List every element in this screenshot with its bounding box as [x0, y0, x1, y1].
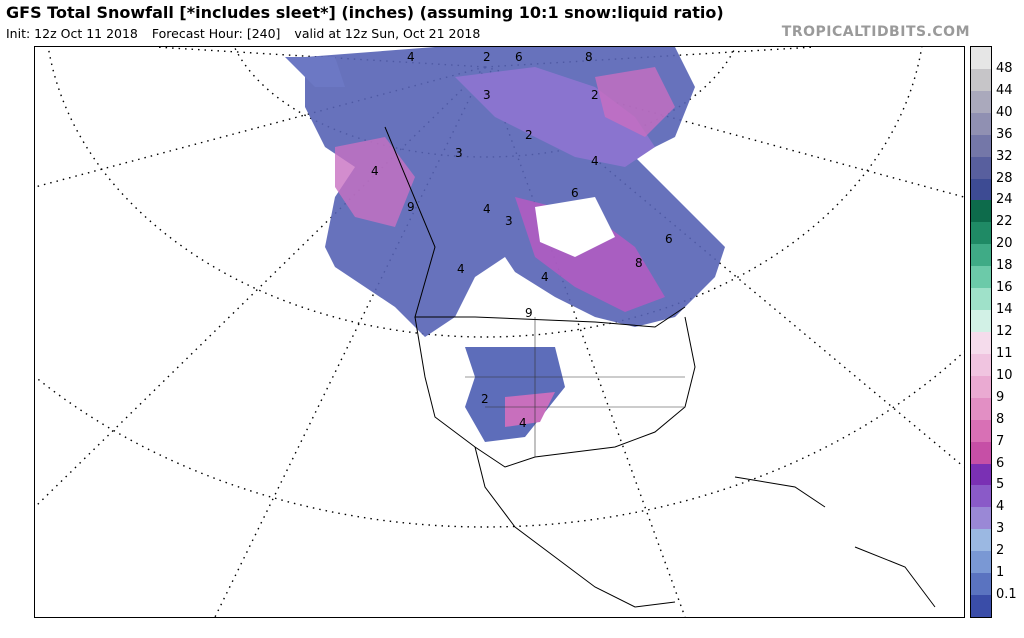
color-scale-label: 28: [996, 170, 1013, 186]
snow-region-alaska-north: [285, 57, 345, 87]
map-label: 4: [483, 202, 491, 216]
forecast-hour: Forecast Hour: [240]: [151, 26, 281, 41]
color-scale-label: 3: [996, 521, 1005, 537]
map-label: 2: [483, 50, 491, 64]
borders: [384, 126, 936, 608]
color-scale-label: 14: [996, 302, 1013, 318]
color-scale-label: 48: [996, 60, 1013, 76]
color-scale-segment: [971, 441, 991, 464]
map-label: 8: [585, 50, 593, 64]
color-scale-segment: [971, 90, 991, 113]
state-lines: [465, 317, 685, 457]
us-outline: [414, 316, 696, 468]
south-america: [854, 546, 936, 608]
color-scale-label: 4: [996, 499, 1005, 515]
color-scale-segment: [971, 288, 991, 311]
color-scale-segment: [971, 353, 991, 376]
map-label: 3: [455, 146, 463, 160]
snow-region-greenland: [595, 67, 675, 137]
meridian-line: [484, 66, 964, 198]
color-scale-segment: [971, 507, 991, 530]
color-scale-segment: [971, 397, 991, 420]
mexico-coast: [474, 446, 676, 608]
valid-time: valid at 12z Sun, Oct 21 2018: [294, 26, 481, 41]
color-scale-segment: [971, 178, 991, 201]
color-scale-segment: [971, 419, 991, 442]
map-label: 2: [591, 88, 599, 102]
map-label: 4: [541, 270, 549, 284]
color-scale-segment: [971, 375, 991, 398]
map-label: 4: [407, 50, 415, 64]
init-time: Init: 12z Oct 11 2018: [6, 26, 138, 41]
color-scale-label: 1: [996, 565, 1005, 581]
color-scale-label: 18: [996, 258, 1013, 274]
color-scale-labels: 0.1 1 2 3 4 5 6 7 8 9 10 11 12 14 16 18 20 22 24 28 32 36 40 44…: [993, 46, 1024, 618]
color-scale-label: 7: [996, 433, 1005, 449]
color-scale-segment: [971, 266, 991, 289]
color-scale-label: 16: [996, 280, 1013, 296]
map-label: 4: [519, 416, 527, 430]
color-scale-segment: [971, 551, 991, 574]
color-scale-label: 5: [996, 477, 1005, 493]
color-scale-label: 8: [996, 411, 1005, 427]
color-scale-segment: [971, 156, 991, 179]
map-title: GFS Total Snowfall [*includes sleet*] (i…: [6, 3, 724, 22]
map-label: 6: [515, 50, 523, 64]
color-scale-segment: [971, 200, 991, 223]
color-scale-segment: [971, 310, 991, 332]
map-label: 8: [635, 256, 643, 270]
snowfall-field: [285, 47, 725, 442]
color-scale-segment: [971, 573, 991, 596]
map-label: 9: [407, 200, 415, 214]
snow-region-yukon: [335, 137, 415, 227]
caribbean: [734, 476, 826, 508]
color-scale-label: 20: [996, 236, 1013, 252]
map-label: 9: [525, 306, 533, 320]
site-brand: TROPICALTIDBITS.COM: [781, 24, 970, 40]
color-scale-label: 10: [996, 367, 1013, 383]
color-scale-label: 32: [996, 148, 1013, 164]
map-label: 4: [591, 154, 599, 168]
map-label: 2: [481, 392, 489, 406]
color-scale-segment: [971, 595, 991, 617]
map-canvas: 4 2 6 3 2 8 2 3 9 6 4 4 3 4 6 2 4 4 4 8 …: [35, 47, 964, 617]
color-scale-segment: [971, 463, 991, 486]
color-scale-segment: [971, 485, 991, 508]
contour-labels: 4 2 6 3 2 8 2 3 9 6 4 4 3 4 6 2 4 4 4 8 …: [371, 50, 673, 430]
snowfall-map: 4 2 6 3 2 8 2 3 9 6 4 4 3 4 6 2 4 4 4 8 …: [34, 46, 965, 618]
snow-region-arctic: [455, 67, 655, 167]
map-label: 4: [371, 164, 379, 178]
color-scale-label: 40: [996, 104, 1013, 120]
color-scale-label: 22: [996, 214, 1013, 230]
map-label: 6: [571, 186, 579, 200]
color-scale-label: 24: [996, 192, 1013, 208]
color-scale-label: 2: [996, 543, 1005, 559]
color-scale-label: 6: [996, 455, 1005, 471]
color-scale-label: 12: [996, 324, 1013, 339]
color-scale-label: 0.1: [996, 587, 1017, 603]
color-scale-segment: [971, 47, 991, 69]
color-scale-label: 11: [996, 345, 1013, 361]
map-label: 3: [505, 214, 513, 228]
map-label: 3: [483, 88, 491, 102]
snow-region-colorado: [505, 392, 555, 427]
color-scale-segment: [971, 331, 991, 354]
map-label: 2: [525, 128, 533, 142]
map-label: 4: [457, 262, 465, 276]
hudson-bay: [535, 197, 615, 257]
color-scale-segment: [971, 529, 991, 552]
canada-border: [384, 126, 686, 328]
color-scale-label: 9: [996, 389, 1005, 405]
color-scale-segment: [971, 244, 991, 267]
color-scale-label: 44: [996, 82, 1013, 98]
map-subtitle: Init: 12z Oct 11 2018 Forecast Hour: [24…: [6, 26, 490, 41]
color-scale-segment: [971, 68, 991, 91]
color-scale-segment: [971, 222, 991, 245]
color-scale-bar: [970, 46, 992, 618]
meridian-line: [214, 66, 486, 617]
color-scale-label: 36: [996, 126, 1013, 142]
color-scale-segment: [971, 134, 991, 157]
color-scale-segment: [971, 112, 991, 135]
map-label: 6: [665, 232, 673, 246]
